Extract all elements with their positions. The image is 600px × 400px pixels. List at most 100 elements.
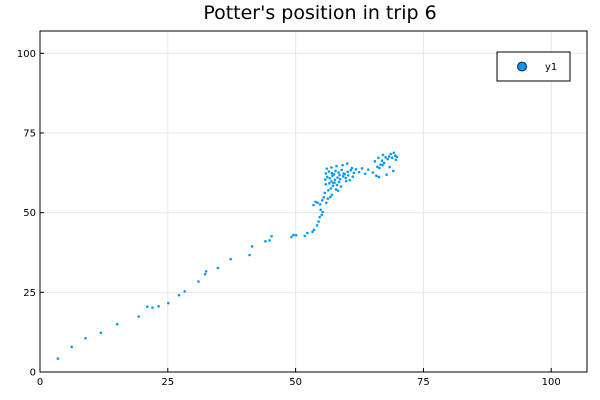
scatter-point [330, 180, 333, 183]
axis-ticks: 0 25 50 75 100 0 25 50 75 100 [17, 49, 561, 388]
scatter-point [379, 163, 382, 166]
scatter-point [321, 210, 325, 214]
scatter-point [197, 280, 200, 283]
y-tick-label: 50 [23, 208, 36, 219]
x-tick-label: 25 [161, 377, 174, 388]
y-tick-label: 75 [23, 128, 36, 139]
legend-box [496, 51, 571, 82]
scatter-point [387, 155, 391, 158]
scatter-point [248, 253, 251, 257]
y-tick-label: 0 [30, 368, 36, 379]
x-tick-label: 75 [417, 377, 430, 388]
scatter-point [332, 173, 336, 176]
scatter-point [392, 151, 396, 155]
scatter-point [350, 166, 354, 170]
scatter-point [312, 203, 315, 207]
scatter-point [315, 224, 319, 227]
scatter-point [320, 198, 324, 202]
scatter-point [384, 155, 387, 159]
scatter-point [339, 185, 343, 188]
scatter-point [337, 171, 340, 174]
scatter-point [352, 171, 356, 175]
scatter-point [371, 171, 375, 174]
scatter-point [389, 152, 392, 156]
scatter-point [70, 345, 73, 349]
scatter-point [204, 269, 208, 273]
scatter-point [335, 183, 339, 187]
scatter-point [391, 169, 395, 173]
scatter-point [306, 231, 309, 235]
x-tick-label: 0 [37, 377, 43, 388]
scatter-point [381, 153, 385, 157]
legend: y1 [496, 51, 571, 82]
scatter-point [380, 159, 384, 163]
scatter-point [146, 305, 149, 308]
scatter-point [331, 184, 335, 188]
scatter-point [294, 233, 298, 237]
scatter-point [363, 172, 367, 176]
scatter-point [341, 175, 345, 178]
scatter-point [318, 203, 322, 206]
scatter-point [330, 166, 333, 169]
grid-lines [39, 31, 587, 373]
scatter-point [320, 213, 323, 217]
scatter-point [344, 179, 348, 183]
scatter-point [324, 201, 328, 205]
scatter-point [56, 357, 60, 360]
scatter-point [292, 233, 295, 237]
scatter-point [338, 173, 341, 177]
scatter-point [316, 201, 319, 205]
scatter-point [336, 189, 340, 192]
scatter-point [317, 220, 320, 223]
scatter-point [360, 167, 364, 170]
scatter-point [326, 197, 330, 200]
chart-title: Potter's position in trip 6 [203, 2, 436, 24]
scatter-point [323, 178, 327, 181]
scatter-point [373, 160, 377, 163]
scatter-point [357, 170, 361, 174]
plot-area [39, 30, 588, 373]
scatter-point [346, 170, 350, 174]
scatter-point [382, 161, 386, 165]
scatter-point [348, 178, 352, 182]
scatter-point [330, 193, 334, 197]
scatter-point [329, 187, 333, 190]
scatter-point [319, 208, 322, 212]
legend-label-y1: y1 [545, 62, 557, 73]
x-tick-label: 100 [542, 377, 561, 388]
scatter-point [351, 175, 355, 178]
scatter-point [328, 182, 331, 185]
scatter-point [99, 331, 103, 335]
scatter-point [388, 165, 391, 169]
scatter-point [322, 196, 326, 199]
scatter-point [338, 177, 342, 181]
y-tick-label: 25 [23, 288, 36, 299]
scatter-point [381, 163, 384, 167]
scatter-point [377, 175, 381, 179]
scatter-point [330, 171, 334, 175]
scatter-point [314, 200, 317, 204]
scatter-point [342, 172, 345, 175]
scatter-point [340, 168, 343, 172]
scatter-point [115, 322, 119, 326]
scatter-point [268, 239, 271, 242]
scatter-point [345, 162, 349, 165]
scatter-point [329, 195, 332, 199]
scatter-point [375, 174, 378, 177]
scatter-point [328, 176, 332, 180]
scatter-point [177, 293, 181, 297]
scatter-point [324, 182, 328, 186]
scatter-point [378, 166, 381, 170]
scatter-point [324, 172, 328, 175]
scatter-point [327, 170, 331, 173]
scatter-point [311, 230, 314, 234]
scatter-point [333, 178, 337, 182]
scatter-point [334, 169, 337, 173]
scatter-point [346, 174, 350, 177]
scatter-point [336, 176, 339, 179]
scatter-point [325, 167, 329, 170]
scatter-point [354, 168, 358, 171]
scatter-points [56, 151, 399, 360]
scatter-point [377, 156, 380, 160]
